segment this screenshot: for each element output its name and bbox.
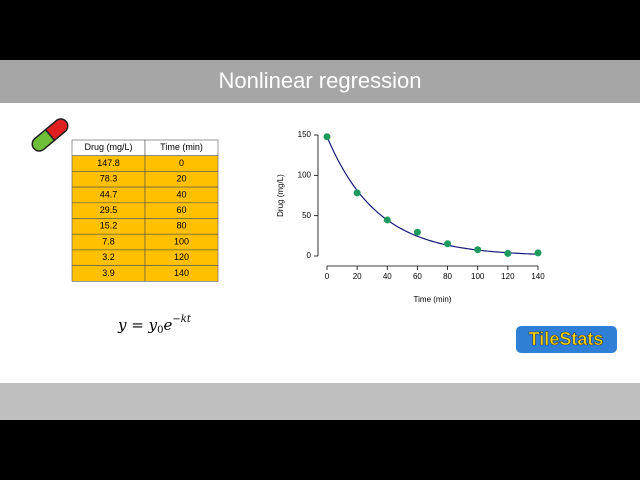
cell-text: 44.7: [100, 189, 118, 199]
cell-text: 140: [174, 268, 189, 278]
cell-text: 3.2: [102, 252, 115, 262]
logo-box: [514, 324, 619, 355]
formula-part: e: [163, 316, 172, 334]
header-text: Time (min): [160, 142, 203, 152]
x-tick-label: 100: [471, 272, 485, 281]
x-axis-label: Time (min): [414, 295, 452, 304]
formula-part: −kt: [172, 314, 191, 325]
x-tick-label: 40: [383, 272, 392, 281]
pill-icon: [31, 118, 69, 152]
cell-text: 3.9: [102, 268, 115, 278]
cell-text: 147.8: [97, 158, 120, 168]
y-tick-label: 100: [298, 170, 312, 179]
cell-text: 7.8: [102, 236, 115, 246]
cell-text: 40: [176, 189, 186, 199]
formula-part: =: [131, 316, 144, 334]
cell-text: 100: [174, 236, 189, 246]
data-point: [383, 216, 391, 224]
data-point: [474, 246, 482, 254]
table-cell: [144, 265, 219, 282]
data-point: [534, 249, 542, 257]
cell-text: 0: [179, 158, 184, 168]
cell-text: 78.3: [100, 174, 118, 184]
letterbox-top: [0, 0, 640, 60]
x-tick-label: 0: [325, 272, 330, 281]
y-tick-label: 50: [302, 211, 311, 220]
x-tick-label: 140: [531, 272, 545, 281]
cell-text: 20: [176, 174, 186, 184]
y-tick-label: 0: [307, 251, 312, 260]
data-table: Drug (mg/L) Time (min) 147.8 0 78.3 20 44.7 40 2…: [71, 139, 219, 282]
logo: TileStats: [529, 329, 604, 349]
cell-text: 120: [174, 252, 189, 262]
cell-text: 60: [176, 205, 186, 215]
fit-curve: [326, 136, 539, 255]
formula-part: 0: [157, 325, 163, 336]
y-tick-label: 150: [298, 130, 312, 139]
x-tick-label: 120: [501, 272, 515, 281]
title-bar: [0, 60, 640, 103]
data-point: [413, 228, 421, 236]
letterbox-bottom: [0, 420, 640, 480]
footer-bar: [0, 383, 640, 420]
formula-part: y: [148, 316, 158, 334]
data-point: [323, 133, 331, 141]
data-point: [444, 240, 452, 248]
cell-text: 29.5: [100, 205, 118, 215]
slide-title: Nonlinear regression: [219, 68, 422, 93]
chart: 0 50 100 150 0 20 40 60 80 100 120 140 Time (min) Dru…: [276, 130, 545, 304]
formula-part: y: [117, 316, 127, 334]
data-point: [353, 189, 361, 197]
x-tick-label: 20: [353, 272, 362, 281]
x-tick-label: 60: [413, 272, 422, 281]
y-axis-label: Drug (mg/L): [276, 174, 285, 217]
cell-text: 15.2: [100, 221, 118, 231]
x-tick-label: 80: [443, 272, 452, 281]
data-point: [504, 249, 512, 257]
formula: y = y0e−kt: [117, 314, 192, 336]
cell-text: 80: [176, 221, 186, 231]
header-text: Drug (mg/L): [84, 142, 132, 152]
